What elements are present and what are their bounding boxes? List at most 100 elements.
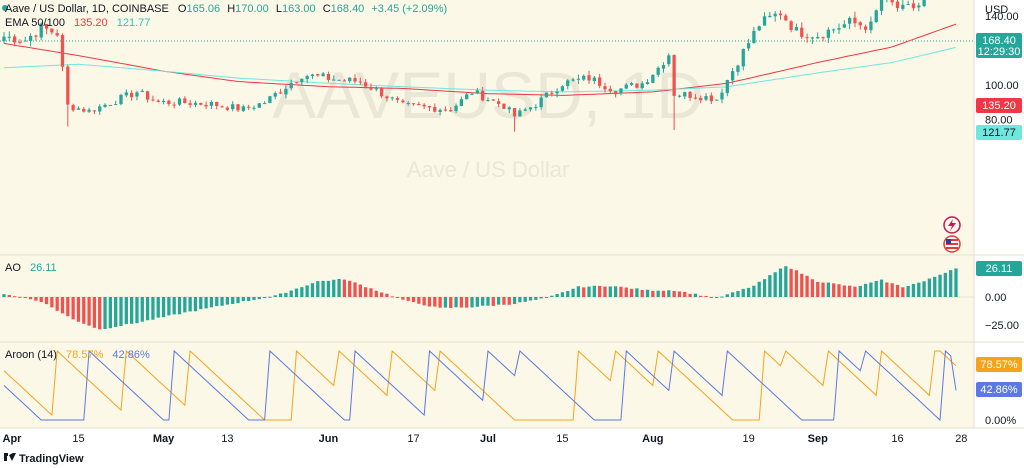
- candle: [645, 79, 650, 85]
- candle-body: [443, 109, 448, 111]
- header-line-2: EMA 50/100 135.20 121.77: [5, 17, 150, 29]
- ao-bar: [672, 290, 676, 297]
- ao-bar: [816, 281, 820, 297]
- candle: [901, 0, 905, 11]
- candle: [895, 0, 900, 12]
- candle-body: [342, 80, 347, 82]
- candle: [342, 79, 347, 82]
- candle: [225, 106, 230, 112]
- candle: [481, 86, 485, 102]
- candle: [725, 79, 729, 97]
- candle-body: [635, 83, 639, 88]
- candle-body: [613, 91, 618, 95]
- candle-body: [922, 0, 926, 7]
- candle-body: [348, 77, 352, 82]
- ao-bar: [385, 293, 389, 297]
- ao-bar: [145, 297, 150, 321]
- flash-event-icon[interactable]: [943, 216, 961, 234]
- ao-bar: [140, 297, 144, 322]
- close-value: 168.40: [331, 3, 365, 15]
- candle-body: [895, 1, 900, 9]
- ao-bar: [778, 268, 783, 297]
- candle-body: [746, 43, 751, 49]
- candle: [305, 74, 309, 84]
- candle: [209, 100, 214, 110]
- price-tick-label: 140.00: [985, 11, 1019, 23]
- candle: [443, 106, 448, 112]
- tradingview-logo[interactable]: TradingView: [1, 453, 84, 465]
- candle: [151, 95, 155, 102]
- ao-bar: [895, 284, 900, 297]
- candle: [23, 36, 27, 42]
- ema-lines: [3, 23, 957, 96]
- candle: [470, 92, 474, 95]
- ao-bar: [332, 279, 336, 297]
- candle: [555, 88, 559, 98]
- candle-body: [677, 95, 682, 97]
- ao-bar: [842, 285, 846, 297]
- candle: [284, 85, 288, 99]
- candle-body: [523, 109, 527, 111]
- candle: [624, 82, 628, 90]
- candle-body: [82, 108, 86, 112]
- candle-body: [736, 65, 740, 72]
- candle: [183, 96, 187, 104]
- ao-bar: [23, 297, 27, 299]
- candle: [188, 99, 192, 108]
- ao-bar: [124, 297, 128, 325]
- ao-bar: [257, 297, 261, 300]
- candle: [746, 38, 751, 51]
- ao-tick-label: 0.00: [985, 292, 1006, 304]
- us-flag-event-icon[interactable]: [943, 235, 961, 253]
- ao-bar: [465, 297, 469, 308]
- candle: [124, 89, 128, 98]
- ao-bar: [60, 297, 65, 314]
- candle: [231, 101, 235, 112]
- candle-body: [374, 88, 378, 90]
- candle-body: [188, 103, 192, 105]
- ao-bar: [730, 292, 735, 297]
- candle-body: [725, 80, 729, 94]
- ao-bar: [720, 296, 724, 298]
- ao-bar: [752, 285, 756, 297]
- candle-body: [847, 17, 852, 24]
- ao-bar: [374, 290, 378, 297]
- candle: [518, 108, 522, 117]
- candle-body: [172, 104, 176, 106]
- candle-body: [321, 73, 325, 77]
- candle: [140, 89, 144, 93]
- ao-bar: [193, 297, 198, 312]
- ao-bar: [135, 297, 139, 324]
- candle: [337, 79, 341, 81]
- ao-bar: [927, 278, 932, 297]
- ao-bar: [933, 276, 937, 297]
- aroon-lines: [3, 349, 957, 422]
- candle: [459, 96, 464, 107]
- candle: [869, 16, 873, 34]
- candle: [39, 22, 43, 41]
- ao-bar: [119, 297, 123, 326]
- ao-bar: [225, 297, 230, 305]
- candle-body: [571, 79, 575, 81]
- aroon-down-tag: [976, 382, 1022, 397]
- candle-body: [34, 35, 38, 37]
- ao-bar: [167, 297, 171, 316]
- candle-body: [12, 36, 17, 43]
- candle-body: [821, 37, 825, 39]
- candle-body: [401, 100, 405, 103]
- candle-body: [640, 83, 644, 89]
- candle-body: [810, 37, 815, 39]
- ao-bar: [449, 297, 453, 308]
- candle: [608, 85, 612, 95]
- ao-bar: [773, 272, 777, 297]
- candle-body: [28, 35, 33, 41]
- candle: [114, 100, 118, 106]
- ao-bar: [603, 286, 607, 297]
- candle: [316, 74, 320, 77]
- candle-body: [7, 36, 11, 38]
- candle-body: [481, 90, 485, 101]
- ao-bar: [204, 297, 208, 309]
- time-axis-label: Jun: [319, 433, 339, 445]
- candle-body: [550, 92, 554, 94]
